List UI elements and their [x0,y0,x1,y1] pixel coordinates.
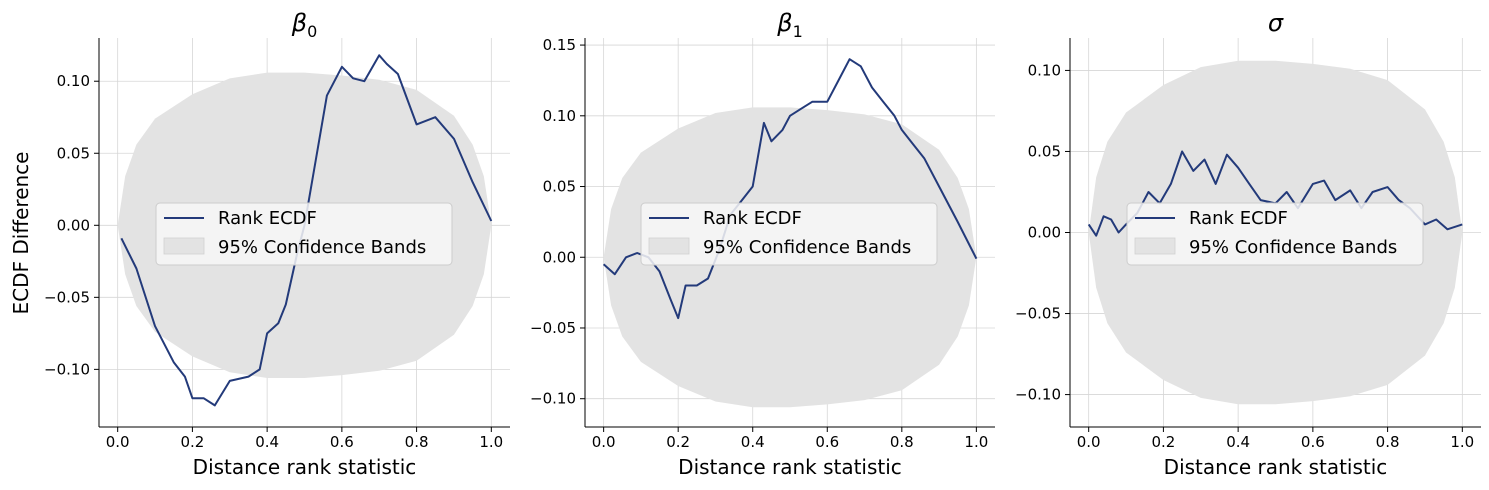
y-tick-label: 0.10 [57,72,90,90]
x-tick-label: 0.4 [741,433,765,451]
legend: Rank ECDF 95% Confidence Bands [1126,202,1424,266]
x-tick-label: 1.0 [964,433,988,451]
x-tick-label: 0.6 [815,433,839,451]
x-axis-label: Distance rank statistic [678,455,902,479]
chart-panel-0: 0.0 0.2 0.4 0.6 0.8 1.0 −0.10 −0.05 0.00 0.05 0.10… [44,9,510,479]
legend: Rank ECDF 95% Confidence Bands [155,202,453,266]
legend-label-confidence-bands: 95% Confidence Bands [703,237,911,258]
y-tick-label: 0.00 [543,248,576,266]
x-tick-label: 0.2 [180,433,204,451]
x-tick-label: 0.6 [1301,433,1325,451]
x-tick-label: 0.0 [1077,433,1101,451]
legend-box [640,202,938,266]
x-tick-label: 0.2 [666,433,690,451]
y-tick-label: 0.05 [1028,142,1061,160]
y-tick-label: 0.15 [543,36,576,54]
y-tick-label: −0.05 [530,319,576,337]
legend-label-rank-ecdf: Rank ECDF [703,208,802,229]
legend-label-rank-ecdf: Rank ECDF [218,208,317,229]
x-tick-label: 0.4 [255,433,279,451]
chart-panel-2: 0.0 0.2 0.4 0.6 0.8 1.0 −0.10 −0.05 0.00 0.05 0.10… [1015,9,1481,479]
y-tick-label: 0.10 [1028,61,1061,79]
legend-band-swatch [1134,237,1176,255]
x-axis-label: Distance rank statistic [193,455,417,479]
series-line-rank-ecdf [602,58,978,320]
x-axis-label: Distance rank statistic [1164,455,1388,479]
legend-box [155,202,453,266]
x-tick-label: 0.2 [1151,433,1175,451]
y-tick-label: −0.10 [1015,386,1061,404]
x-tick-label: 0.4 [1226,433,1250,451]
legend-box [1126,202,1424,266]
x-tick-label: 0.8 [405,433,429,451]
y-tick-label: 0.05 [543,178,576,196]
y-tick-label: 0.05 [57,144,90,162]
y-tick-label: −0.05 [1015,305,1061,323]
y-tick-label: 0.10 [543,107,576,125]
x-tick-label: 0.8 [1376,433,1400,451]
x-tick-label: 0.6 [330,433,354,451]
legend-label-confidence-bands: 95% Confidence Bands [1189,237,1397,258]
chart-title: σ [1268,9,1284,37]
legend-label-rank-ecdf: Rank ECDF [1189,208,1288,229]
legend-label-confidence-bands: 95% Confidence Bands [218,237,426,258]
y-tick-label: 0.00 [1028,224,1061,242]
x-tick-label: 0.0 [592,433,616,451]
chart-panel-1: 0.0 0.2 0.4 0.6 0.8 1.0 −0.10 −0.05 0.00 0.05 0.10… [530,9,995,479]
x-tick-label: 1.0 [1450,433,1474,451]
legend: Rank ECDF 95% Confidence Bands [640,202,938,266]
chart-title: β1 [776,9,803,41]
x-tick-label: 0.8 [890,433,914,451]
x-tick-label: 0.0 [106,433,130,451]
y-tick-label: −0.10 [530,390,576,408]
legend-band-swatch [163,237,205,255]
y-tick-label: −0.05 [44,288,90,306]
legend-band-swatch [648,237,690,255]
chart-title: β0 [291,9,318,41]
y-tick-label: −0.10 [44,360,90,378]
x-tick-label: 1.0 [479,433,503,451]
shared-y-axis-label: ECDF Difference [9,152,33,315]
y-tick-label: 0.00 [57,216,90,234]
